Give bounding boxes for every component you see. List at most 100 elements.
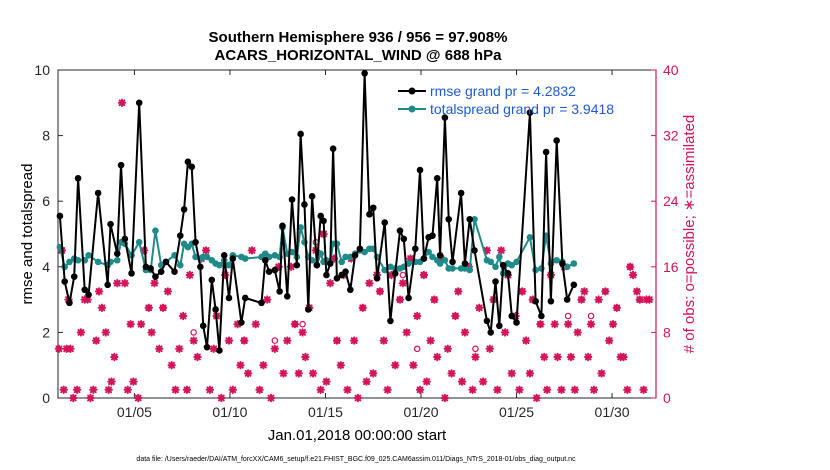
totalspread-point <box>74 256 82 264</box>
rmse-point <box>326 260 334 267</box>
obs-assimilated-marker <box>158 303 168 312</box>
rmse-point <box>329 145 337 153</box>
rmse-point <box>499 261 507 269</box>
obs-assimilated-marker <box>92 336 101 345</box>
obs-assimilated-marker <box>478 377 488 386</box>
obs-assimilated-marker <box>586 320 596 329</box>
obs-assimilated-marker <box>189 336 198 345</box>
obs-assimilated-marker <box>604 336 614 345</box>
obs-assimilated-marker <box>126 320 135 329</box>
rmse-point <box>94 189 102 197</box>
obs-assimilated-marker <box>243 369 253 378</box>
rmse-point <box>492 278 499 285</box>
obs-assimilated-marker <box>163 287 173 296</box>
obs-possible-marker <box>299 320 306 328</box>
obs-assimilated-marker <box>518 287 527 296</box>
obs-assimilated-marker <box>263 295 272 304</box>
obs-assimilated-marker <box>570 385 580 394</box>
rmse-point <box>361 69 368 77</box>
obs-assimilated-marker <box>589 385 599 394</box>
rmse-point <box>496 322 503 330</box>
totalspread-point <box>361 248 368 256</box>
obs-assimilated-marker <box>460 328 470 337</box>
totalspread-point <box>338 258 346 266</box>
obs-assimilated-marker <box>322 377 331 386</box>
rmse-point <box>436 252 444 259</box>
rmse-point <box>563 296 571 303</box>
rmse-point <box>504 270 512 277</box>
rmse-point <box>283 293 291 300</box>
rmse-point <box>157 268 165 276</box>
rmse-point <box>373 274 381 282</box>
rmse-point <box>162 258 170 266</box>
right-y-tick-label: 32 <box>663 128 679 144</box>
obs-assimilated-marker <box>532 393 541 403</box>
rmse-point <box>279 222 286 230</box>
rmse-point <box>288 196 296 203</box>
obs-assimilated-marker <box>66 344 75 353</box>
obs-assimilated-marker <box>298 328 307 337</box>
left-y-tick-label: 8 <box>42 128 50 144</box>
legend-rmse-marker <box>408 87 416 95</box>
rmse-point <box>429 232 436 239</box>
obs-assimilated-marker <box>365 279 374 288</box>
rmse-point <box>445 215 453 223</box>
obs-assimilated-marker <box>443 344 452 353</box>
rmse-point <box>547 297 555 305</box>
obs-assimilated-marker <box>391 361 400 370</box>
obs-assimilated-marker <box>500 328 510 337</box>
obs-assimilated-marker <box>240 336 249 345</box>
left-y-tick-label: 10 <box>34 62 50 78</box>
totalspread-point <box>563 263 571 271</box>
obs-assimilated-marker <box>550 320 559 329</box>
obs-assimilated-marker <box>349 336 359 345</box>
chart-title-line1: Southern Hemisphere 936 / 956 = 97.908% <box>209 29 508 46</box>
obs-assimilated-marker <box>279 369 288 378</box>
obs-assimilated-marker <box>134 393 143 403</box>
obs-assimilated-marker <box>89 385 98 394</box>
rmse-point <box>405 294 412 302</box>
obs-assimilated-marker <box>409 361 418 370</box>
obs-assimilated-marker <box>497 246 506 255</box>
right-y-tick-label: 8 <box>663 324 671 340</box>
obs-assimilated-marker <box>144 303 153 312</box>
rmse-point <box>241 294 249 302</box>
obs-assimilated-marker <box>515 385 524 394</box>
rmse-point <box>135 99 143 107</box>
totalspread-point <box>553 256 560 264</box>
obs-assimilated-marker <box>626 262 635 271</box>
rmse-point <box>323 271 330 279</box>
totalspread-point <box>342 253 349 261</box>
left-y-axis-label: rmse and totalspread <box>19 164 36 305</box>
rmse-point <box>457 189 465 197</box>
obs-assimilated-marker <box>422 377 431 386</box>
totalspread-point <box>381 266 389 274</box>
obs-assimilated-marker <box>101 328 110 337</box>
obs-assimilated-marker <box>185 270 195 280</box>
obs-assimilated-marker <box>580 287 589 296</box>
obs-assimilated-marker <box>406 254 415 263</box>
totalspread-point <box>425 248 432 256</box>
rmse-point <box>113 250 121 257</box>
rmse-point <box>184 158 192 166</box>
obs-possible-marker <box>564 312 572 320</box>
obs-assimilated-marker <box>247 246 257 255</box>
totalspread-point <box>176 261 184 269</box>
obs-assimilated-marker <box>270 344 280 353</box>
totalspread-point <box>436 260 444 267</box>
rmse-point <box>320 217 327 225</box>
obs-possible-marker <box>190 329 197 336</box>
obs-assimilated-marker <box>228 385 238 394</box>
rmse-point <box>538 312 545 320</box>
totalspread-point <box>317 250 324 257</box>
totalspread-point <box>113 256 121 264</box>
rmse-point <box>351 252 359 259</box>
obs-assimilated-marker <box>454 287 463 296</box>
obs-assimilated-marker <box>69 393 78 403</box>
x-tick-label: 01/15 <box>308 404 343 420</box>
rmse-point <box>356 245 364 253</box>
obs-possible-marker <box>271 337 279 344</box>
totalspread-point <box>429 253 436 261</box>
rmse-point <box>85 291 92 298</box>
obs-assimilated-marker <box>123 385 132 394</box>
